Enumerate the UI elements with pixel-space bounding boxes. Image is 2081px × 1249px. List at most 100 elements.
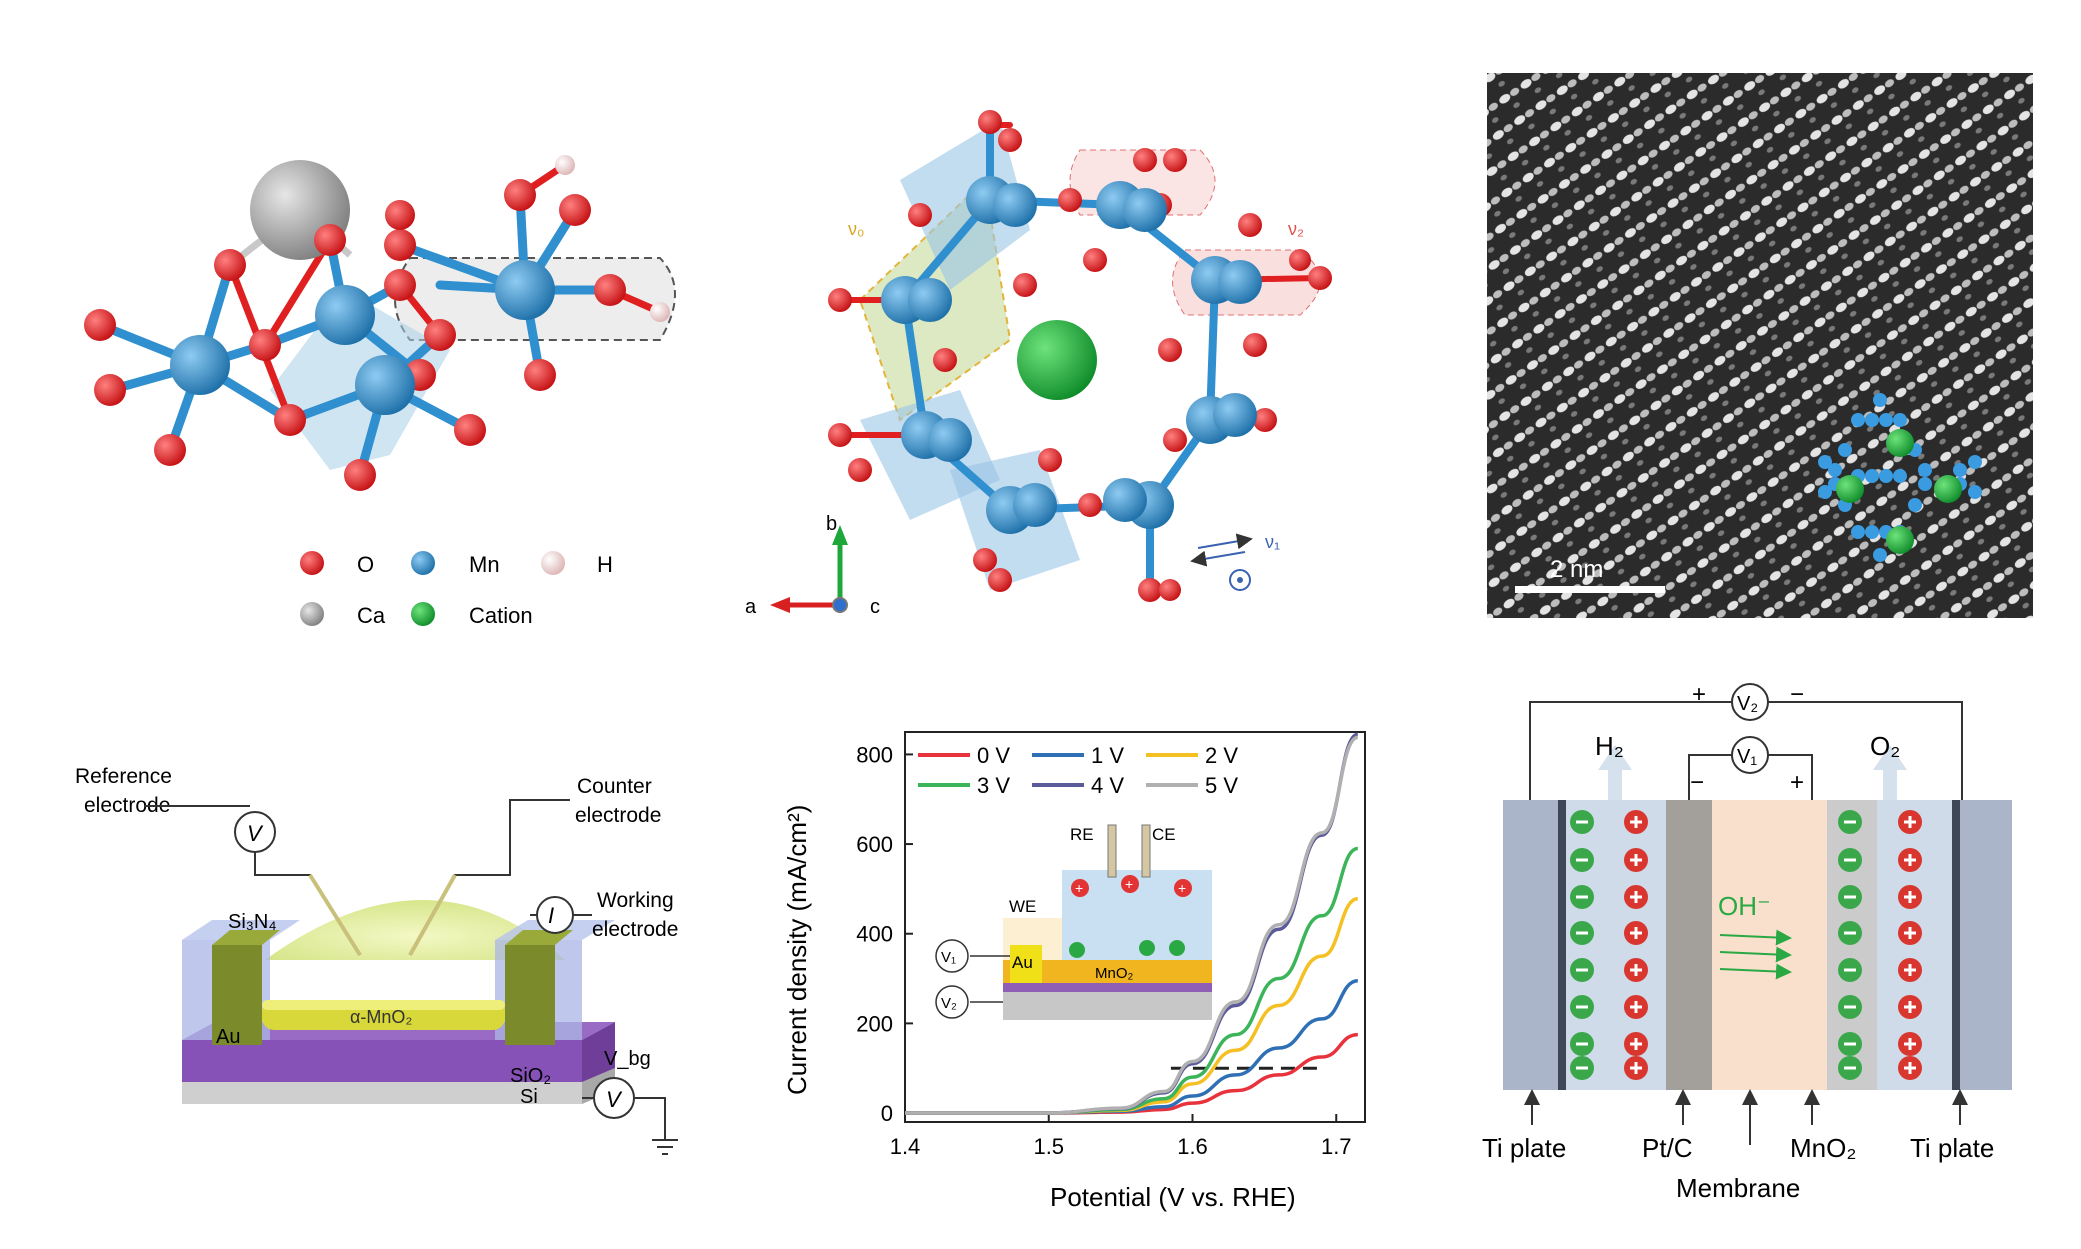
membrane-label: Membrane — [1676, 1173, 1800, 1203]
legend-h-swatch — [541, 551, 565, 575]
v1-meter-label: V₁ — [1737, 746, 1757, 768]
channel-label: α-MnO₂ — [350, 1007, 412, 1027]
x-axis-ticks: 1.4 1.5 1.6 1.7 — [890, 1114, 1352, 1159]
inset-re-label: RE — [1070, 825, 1094, 844]
panel-b-structure: ν₀ ν₂ ν₁ — [828, 110, 1332, 602]
legend-cation-swatch — [411, 602, 435, 626]
y-axis-label: Current density (mA/cm²) — [782, 805, 812, 1095]
counter-label-2: electrode — [575, 804, 661, 827]
legend-cation-label: Cation — [469, 603, 533, 628]
axis-b-label: b — [826, 513, 837, 535]
y-tick-label: 0 — [881, 1101, 893, 1126]
v2-meter — [1731, 683, 1769, 721]
oh-label: OH⁻ — [1718, 891, 1771, 921]
axis-a-label: a — [745, 596, 757, 618]
panel-d-device: α-MnO₂ Au Si₃N₄ SiO₂ Si Reference electr… — [75, 765, 678, 1155]
plot-frame — [904, 731, 1366, 1123]
panel-e-chart: 0 200 400 600 800 1.4 1.5 1.6 1.7 Potential (V … — [782, 731, 1366, 1212]
o2-label: O₂ — [1870, 731, 1900, 761]
series-line-5 — [904, 735, 1359, 1115]
panel-a-structure — [84, 155, 676, 491]
chart-inset: RE CE WE Au MnO₂ + + + V₁ V₂ — [935, 824, 1212, 1020]
ammeter — [536, 896, 574, 934]
working-label-1: Working — [597, 889, 674, 912]
reference-label-1: Reference — [75, 765, 172, 788]
legend-label-3: 3 V — [977, 773, 1010, 798]
v2-meter-label: V₂ — [1737, 693, 1758, 715]
inset-we-label: WE — [1009, 897, 1036, 916]
ammeter-i: I — [548, 903, 554, 928]
label-v2: ν₂ — [1288, 219, 1304, 239]
ti-plate-right-label: Ti plate — [1910, 1133, 1994, 1163]
legend-label-4: 4 V — [1091, 773, 1124, 798]
y-axis-ticks: 0 200 400 600 800 — [856, 742, 913, 1126]
series-lines — [904, 732, 1359, 1115]
axis-triad: b a c — [745, 513, 880, 618]
o2-arrow — [1873, 745, 1907, 800]
svg-text:+: + — [1075, 880, 1083, 896]
inset-au-label: Au — [1012, 953, 1033, 972]
v2-plus: + — [1692, 681, 1706, 708]
x-tick-label: 1.4 — [890, 1134, 921, 1159]
h2-arrow — [1598, 745, 1632, 800]
y-tick-label: 800 — [856, 742, 893, 767]
x-tick-label: 1.6 — [1177, 1134, 1208, 1159]
tunnel-overlay — [1818, 393, 1982, 562]
membrane — [1712, 800, 1827, 1090]
electrolyte-drop — [265, 900, 565, 960]
inset-v1-meter — [935, 939, 969, 973]
tunnel-cation — [1017, 320, 1097, 400]
y-tick-label: 600 — [856, 832, 893, 857]
legend-o-swatch — [300, 551, 324, 575]
sio2-label: SiO₂ — [510, 1065, 551, 1087]
mno2-label: MnO₂ — [1790, 1133, 1856, 1163]
y-tick-label: 400 — [856, 922, 893, 947]
legend-label-1: 1 V — [1091, 743, 1124, 768]
legend-label-0: 0 V — [977, 743, 1010, 768]
legend-ca-swatch — [300, 602, 324, 626]
si3n4-label: Si₃N₄ — [228, 911, 277, 933]
v1-meter — [1731, 736, 1769, 774]
svg-text:+: + — [1178, 880, 1186, 896]
scale-bar — [1515, 586, 1665, 593]
legend-label-5: 5 V — [1205, 773, 1238, 798]
scale-bar-label: 2 nm — [1550, 556, 1603, 583]
ti-plate-left-label: Ti plate — [1482, 1133, 1566, 1163]
chart-legend: 0 V 1 V 2 V 3 V 4 V 5 V — [918, 743, 1238, 798]
panel-f-electrolyzer: H₂ O₂ OH⁻ V₂ + − V₁ − + Ti plate Pt/C Mn… — [1482, 681, 2012, 1203]
label-v1: ν₁ — [1265, 532, 1280, 552]
legend: O Mn H Ca Cation — [300, 551, 613, 628]
ptc-label: Pt/C — [1642, 1133, 1693, 1163]
inset-mno2-label: MnO₂ — [1095, 965, 1134, 982]
vbg-label: V_bg — [604, 1048, 651, 1070]
y-tick-label: 200 — [856, 1011, 893, 1036]
svg-text:+: + — [1125, 876, 1133, 892]
legend-label-2: 2 V — [1205, 743, 1238, 768]
reference-label-2: electrode — [84, 794, 170, 817]
legend-mn-swatch — [411, 551, 435, 575]
ti-plate-right — [1960, 800, 2012, 1090]
voltmeter-v: V — [247, 821, 264, 846]
working-label-2: electrode — [592, 918, 678, 941]
legend-h-label: H — [597, 552, 613, 577]
inset-ce-label: CE — [1152, 825, 1176, 844]
inset-v2-label: V₂ — [941, 995, 957, 1012]
x-axis-label: Potential (V vs. RHE) — [1050, 1182, 1296, 1212]
panel-c-tem-image: 2 nm — [1487, 73, 2033, 618]
x-tick-label: 1.5 — [1033, 1134, 1064, 1159]
x-tick-label: 1.7 — [1321, 1134, 1352, 1159]
legend-o-label: O — [357, 552, 374, 577]
v1-plus: + — [1790, 769, 1804, 796]
gate-voltmeter-v: V — [606, 1087, 623, 1112]
legend-mn-label: Mn — [469, 552, 500, 577]
ptc-layer — [1666, 800, 1712, 1090]
counter-label-1: Counter — [577, 775, 652, 798]
legend-ca-label: Ca — [357, 603, 386, 628]
au-label: Au — [216, 1026, 240, 1048]
v1-minus: − — [1690, 769, 1704, 796]
v2-minus: − — [1790, 681, 1804, 708]
label-v0: ν₀ — [848, 219, 864, 239]
h2-label: H₂ — [1595, 731, 1624, 761]
si-label: Si — [520, 1086, 538, 1108]
